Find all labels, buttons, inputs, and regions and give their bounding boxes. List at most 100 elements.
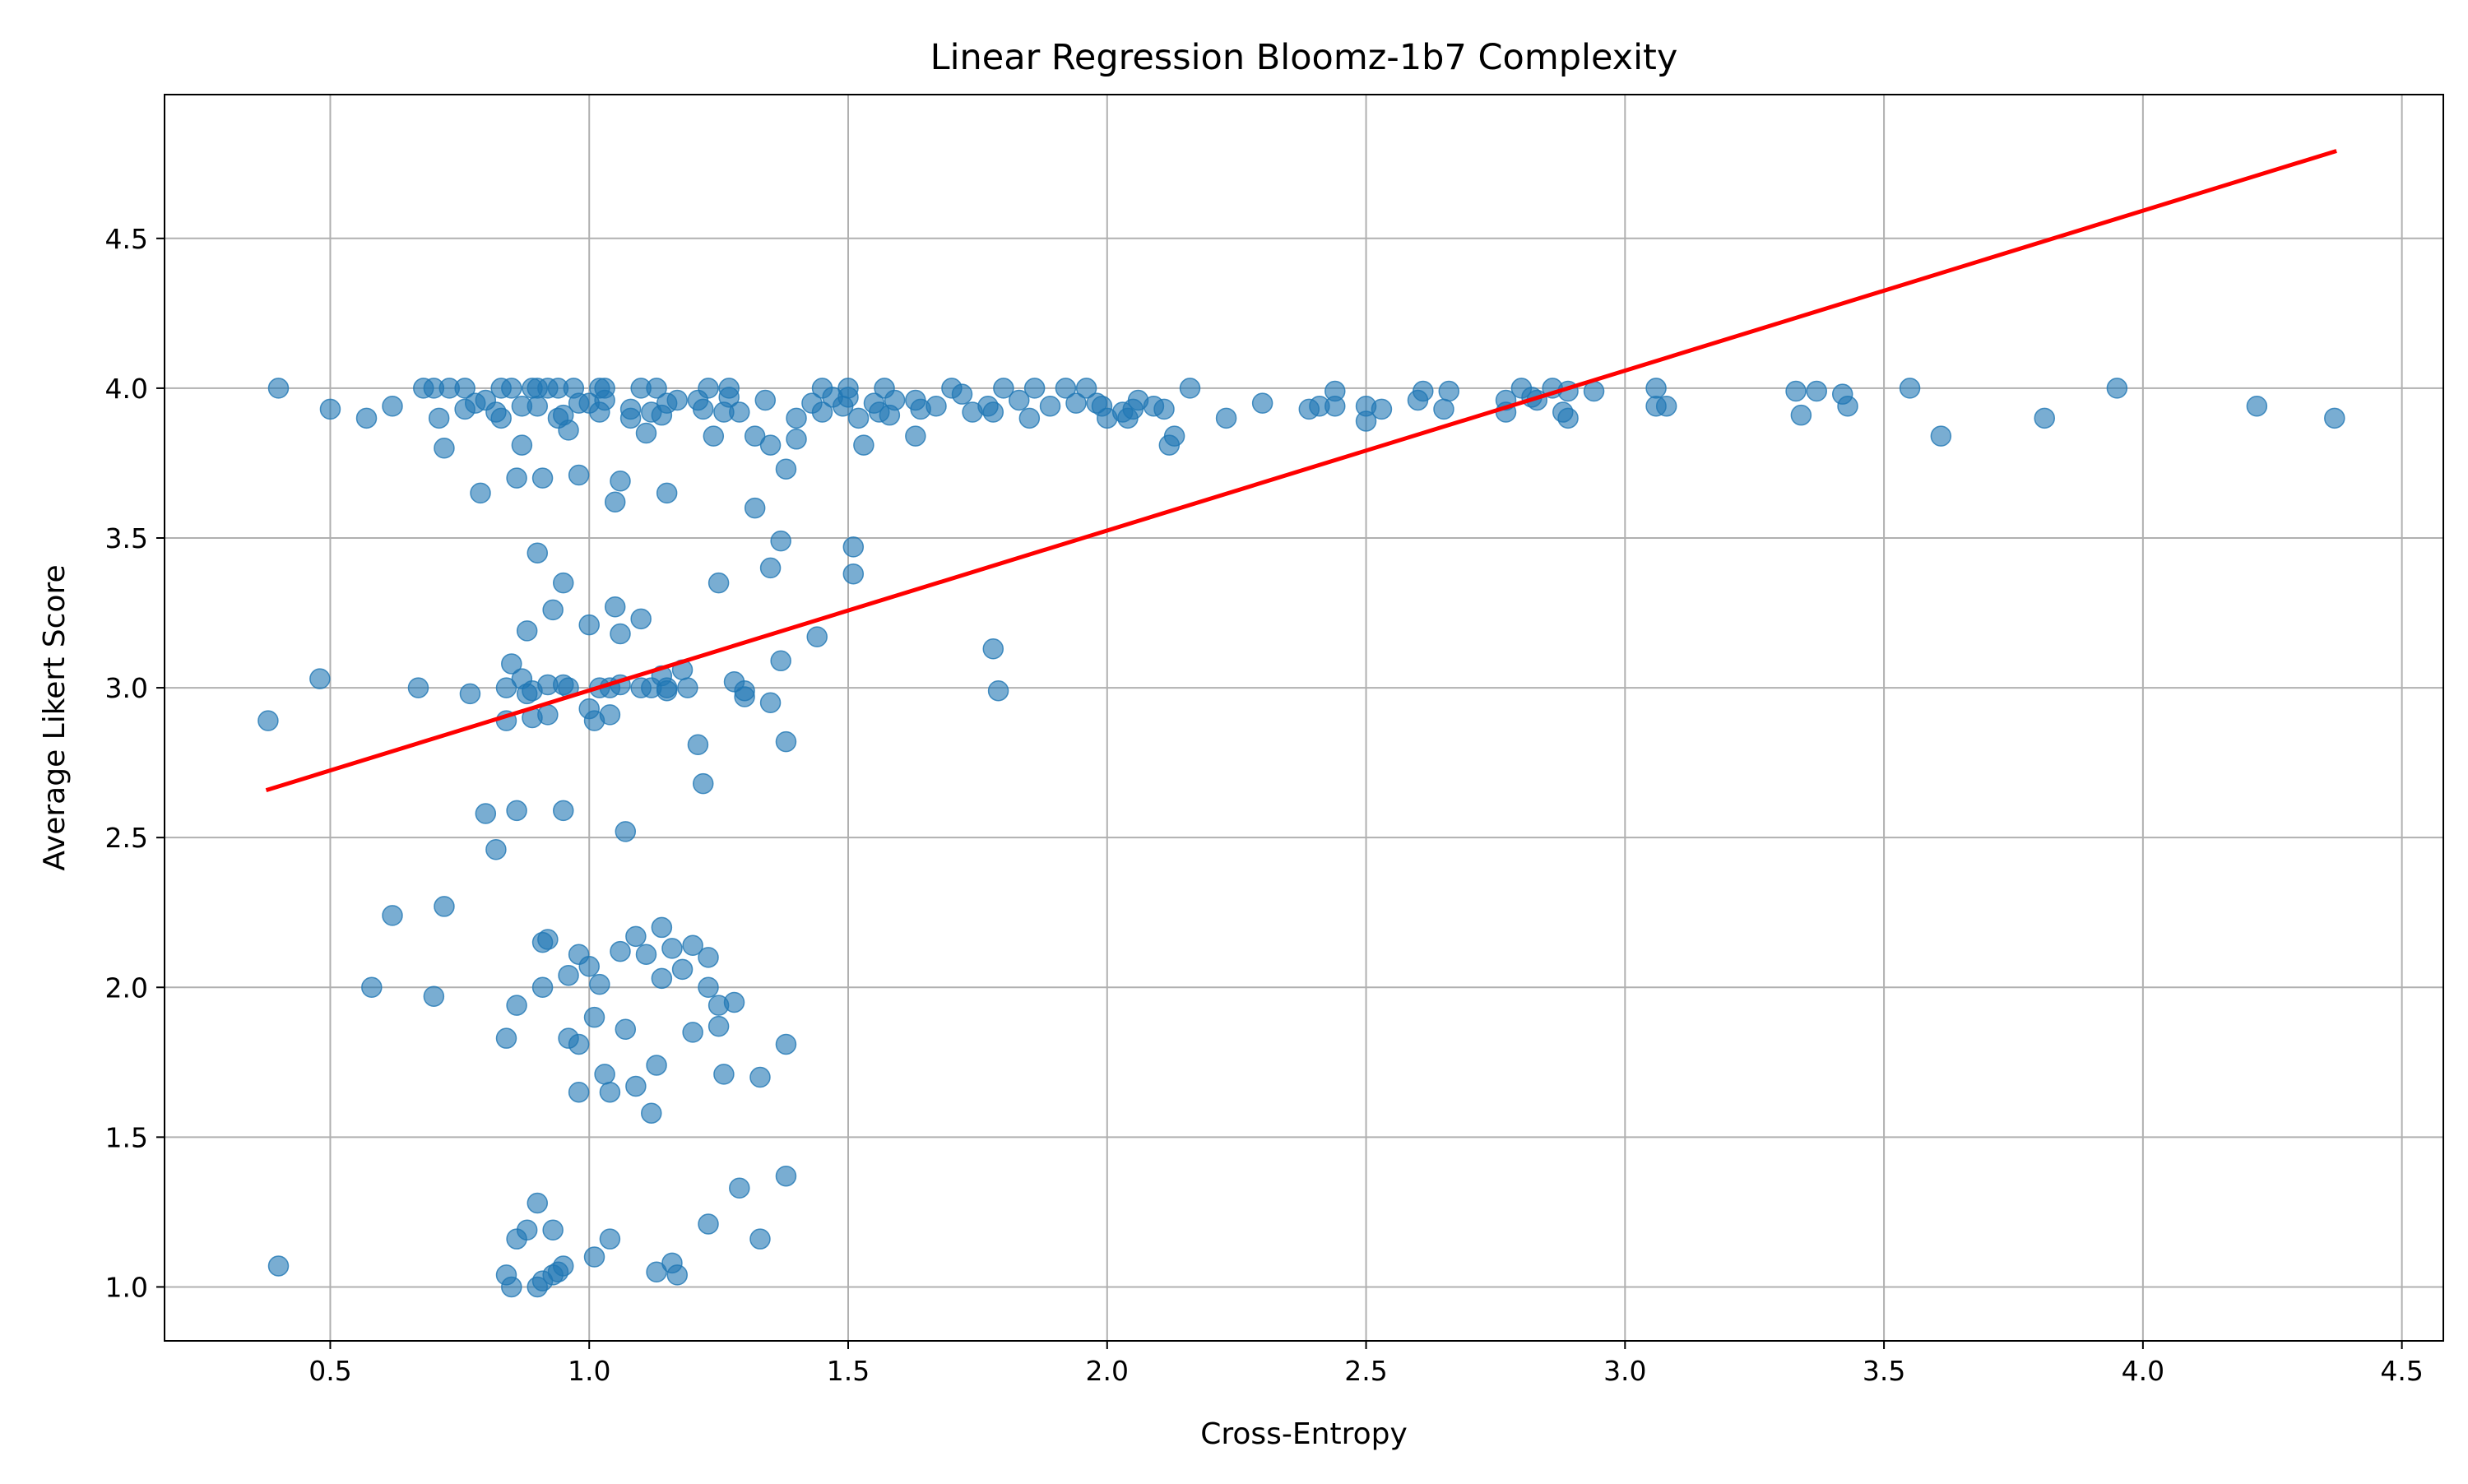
scatter-point [1899, 378, 1921, 399]
scatter-point [666, 1264, 688, 1286]
x-tick-label: 4.5 [2380, 1355, 2423, 1387]
x-tick-label: 1.0 [568, 1355, 610, 1387]
scatter-point [926, 396, 947, 417]
scatter-point [610, 471, 631, 492]
y-tick-label: 1.5 [105, 1121, 148, 1153]
scatter-point [734, 686, 755, 707]
scatter-point [754, 389, 777, 411]
scatter-point [987, 679, 1009, 702]
scatter-point [770, 650, 791, 672]
scatter-point [1018, 407, 1041, 429]
axis-ticks: 0.5 1.0 1.5 2.0 2.5 3.0 3.5 4.0 4.5 1.0 1.5 2.0 2.5 3… [105, 223, 2424, 1387]
scatter-point [775, 1033, 797, 1055]
scatter-point [661, 938, 683, 959]
scatter-point [682, 1022, 703, 1043]
scatter-point [1163, 425, 1185, 447]
scatter-point [501, 378, 522, 399]
scatter-point [1075, 378, 1097, 399]
scatter-point [1433, 398, 1454, 420]
y-tick-label: 2.5 [105, 822, 148, 854]
scatter-point [1785, 380, 1807, 402]
scatter-point [516, 620, 538, 642]
scatter-point [2324, 407, 2345, 429]
scatter-point [578, 956, 600, 977]
scatter-point [1251, 392, 1273, 414]
scatter-point [837, 387, 859, 408]
scatter-point [619, 407, 642, 429]
scatter-point [537, 704, 559, 726]
scatter-point [1355, 410, 1377, 432]
scatter-point [775, 1165, 797, 1187]
scatter-point [537, 929, 559, 950]
scatter-point [646, 1261, 667, 1282]
scatter-point [646, 1055, 667, 1076]
scatter-point [604, 491, 626, 513]
scatter-point [1039, 396, 1061, 417]
scatter-point [1930, 425, 1952, 447]
regression-line-group [265, 149, 2337, 793]
y-axis-label: Average Likert Score [38, 564, 72, 870]
scatter-point [558, 964, 579, 986]
scatter-point [583, 1246, 605, 1268]
y-tick-label: 1.0 [105, 1271, 148, 1303]
scatter-point [1438, 380, 1460, 402]
scatter-point [407, 677, 429, 698]
y-tick-label: 4.5 [105, 223, 148, 255]
x-tick-label: 1.5 [827, 1355, 870, 1387]
scatter-point [454, 378, 476, 399]
scatter-point [646, 378, 667, 399]
scatter-point [698, 947, 719, 968]
scatter-point [516, 1219, 538, 1241]
scatter-point [495, 1027, 517, 1049]
scatter-point [506, 800, 527, 822]
scatter-point [707, 572, 730, 594]
y-tick-label: 4.0 [105, 373, 148, 405]
scatter-point [558, 420, 579, 441]
scatter-point [428, 407, 450, 429]
scatter-point [355, 407, 378, 429]
scatter-point [495, 677, 517, 698]
scatter-point [682, 934, 703, 957]
scatter-point [775, 458, 797, 480]
scatter-point [382, 905, 403, 926]
scatter-point [744, 497, 766, 519]
scatter-point [1009, 389, 1030, 411]
scatter-point [656, 679, 678, 702]
scatter-point [1413, 380, 1434, 402]
scatter-point [531, 976, 554, 999]
scatter-point [786, 429, 807, 450]
scatter-point [951, 383, 973, 405]
scatter-point [703, 425, 725, 447]
scatter-point [423, 985, 445, 1007]
scatter-point [267, 378, 290, 399]
scatter-point [568, 464, 590, 486]
x-tick-label: 0.5 [308, 1355, 351, 1387]
scatter-point [853, 434, 874, 456]
scatter-point [1065, 392, 1087, 414]
scatter-point [842, 563, 865, 585]
scatter-point [749, 1066, 771, 1088]
scatter-point [2246, 396, 2268, 417]
scatter-point [542, 1219, 564, 1241]
scatter-point [542, 599, 564, 621]
scatter-point [749, 1228, 771, 1250]
scatter-point [993, 378, 1014, 399]
scatter-point [1806, 380, 1827, 402]
scatter-point [568, 1033, 590, 1055]
y-tick-label: 2.0 [105, 972, 148, 1004]
scatter-point [759, 557, 782, 579]
scatter-point [884, 389, 906, 411]
scatter-point [744, 425, 766, 447]
scatter-point [1655, 396, 1677, 417]
x-tick-label: 3.5 [1863, 1355, 1905, 1387]
scatter-point [531, 467, 554, 489]
scatter-point [723, 991, 745, 1013]
scatter-point [1179, 378, 1201, 399]
scatter-point [475, 803, 497, 824]
scatter-point [651, 916, 673, 939]
scatter-point [2034, 407, 2055, 429]
scatter-point [434, 437, 455, 459]
